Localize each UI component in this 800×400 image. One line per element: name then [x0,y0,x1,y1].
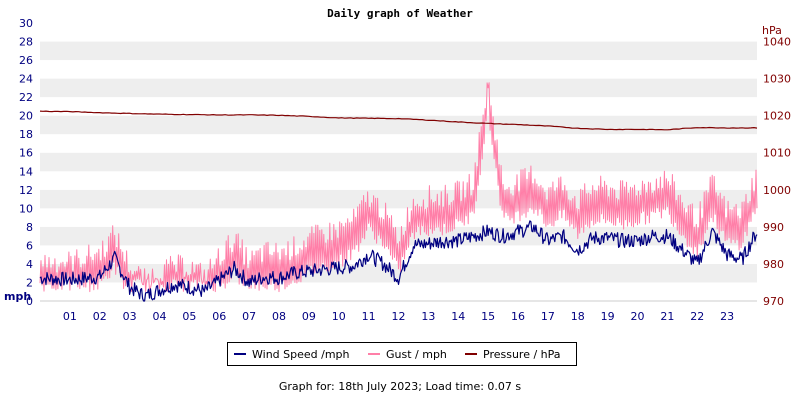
pressure-series-layer [39,110,758,131]
right-axis-ticks: 970 980 990 1000 1010 1020 1030 1040 [763,36,791,308]
grid-band [40,171,757,190]
right-tick-label: 1000 [763,184,791,197]
x-tick-label: 23 [720,310,734,323]
left-tick-label: 16 [19,147,33,160]
left-tick-label: 12 [19,184,33,197]
x-tick-label: 17 [541,310,555,323]
legend-swatch-wind [234,353,246,355]
legend-label-pressure: Pressure / hPa [483,348,561,361]
left-tick-label: 8 [26,221,33,234]
left-axis-unit-label: mph [4,290,31,303]
wind-speed-line [39,220,758,302]
x-tick-label: 02 [93,310,107,323]
grid-band [40,97,757,116]
left-tick-label: 28 [19,36,33,49]
left-tick-label: 2 [26,276,33,289]
chart-title: Daily graph of Weather [327,7,473,20]
right-tick-label: 990 [763,221,784,234]
left-tick-label: 10 [19,202,33,215]
grid-band [40,245,757,264]
grid-bands [40,23,757,302]
x-tick-label: 07 [242,310,256,323]
grid-band [40,189,757,209]
x-tick-label: 05 [182,310,196,323]
right-tick-label: 980 [763,258,784,271]
right-tick-label: 1030 [763,73,791,86]
grid-band [40,115,757,135]
left-tick-label: 24 [19,73,33,86]
legend-swatch-pressure [465,353,477,355]
grid-band [40,41,757,61]
left-tick-label: 30 [19,17,33,30]
wind-series-layer [39,220,758,302]
left-tick-label: 22 [19,91,33,104]
legend-label-wind: Wind Speed /mph [252,348,350,361]
x-tick-label: 20 [631,310,645,323]
left-tick-label: 4 [26,258,33,271]
right-axis-unit-label: hPa [762,24,782,37]
left-tick-label: 26 [19,54,33,67]
gust-series-layer [39,82,758,293]
x-tick-label: 15 [481,310,495,323]
left-tick-label: 18 [19,128,33,141]
x-tick-label: 06 [212,310,226,323]
left-tick-label: 20 [19,110,33,123]
x-axis-ticks: 01 02 03 04 05 06 07 08 09 10 11 12 13 14 15 16 17 18 19 20… [63,310,734,323]
x-tick-label: 19 [601,310,615,323]
right-tick-label: 1040 [763,36,791,49]
x-tick-label: 08 [272,310,286,323]
pressure-line [39,110,758,131]
footer-status: Graph for: 18th July 2023; Load time: 0.… [278,380,522,393]
x-tick-label: 11 [362,310,376,323]
left-tick-label: 0 [26,295,33,308]
grid-band [40,60,757,79]
x-tick-label: 21 [660,310,674,323]
legend-swatch-gust [368,353,380,355]
left-tick-label: 6 [26,239,33,252]
grid-band [40,282,757,301]
right-tick-label: 1010 [763,147,791,160]
gust-line [39,82,758,293]
x-tick-label: 14 [451,310,465,323]
x-tick-label: 04 [153,310,167,323]
left-tick-label: 14 [19,165,33,178]
right-tick-label: 1020 [763,110,791,123]
x-tick-label: 16 [511,310,525,323]
x-tick-label: 18 [571,310,585,323]
x-tick-label: 10 [332,310,346,323]
legend: Wind Speed /mph Gust / mph Pressure / hP… [227,342,577,366]
grid-band [40,78,757,98]
x-tick-label: 09 [302,310,316,323]
grid-band [40,134,757,153]
x-tick-label: 13 [421,310,435,323]
x-tick-label: 01 [63,310,77,323]
legend-label-gust: Gust / mph [386,348,447,361]
grid-band [40,23,757,42]
right-tick-label: 970 [763,295,784,308]
x-tick-label: 12 [392,310,406,323]
x-tick-label: 22 [690,310,704,323]
x-tick-label: 03 [123,310,137,323]
grid-band [40,152,757,172]
